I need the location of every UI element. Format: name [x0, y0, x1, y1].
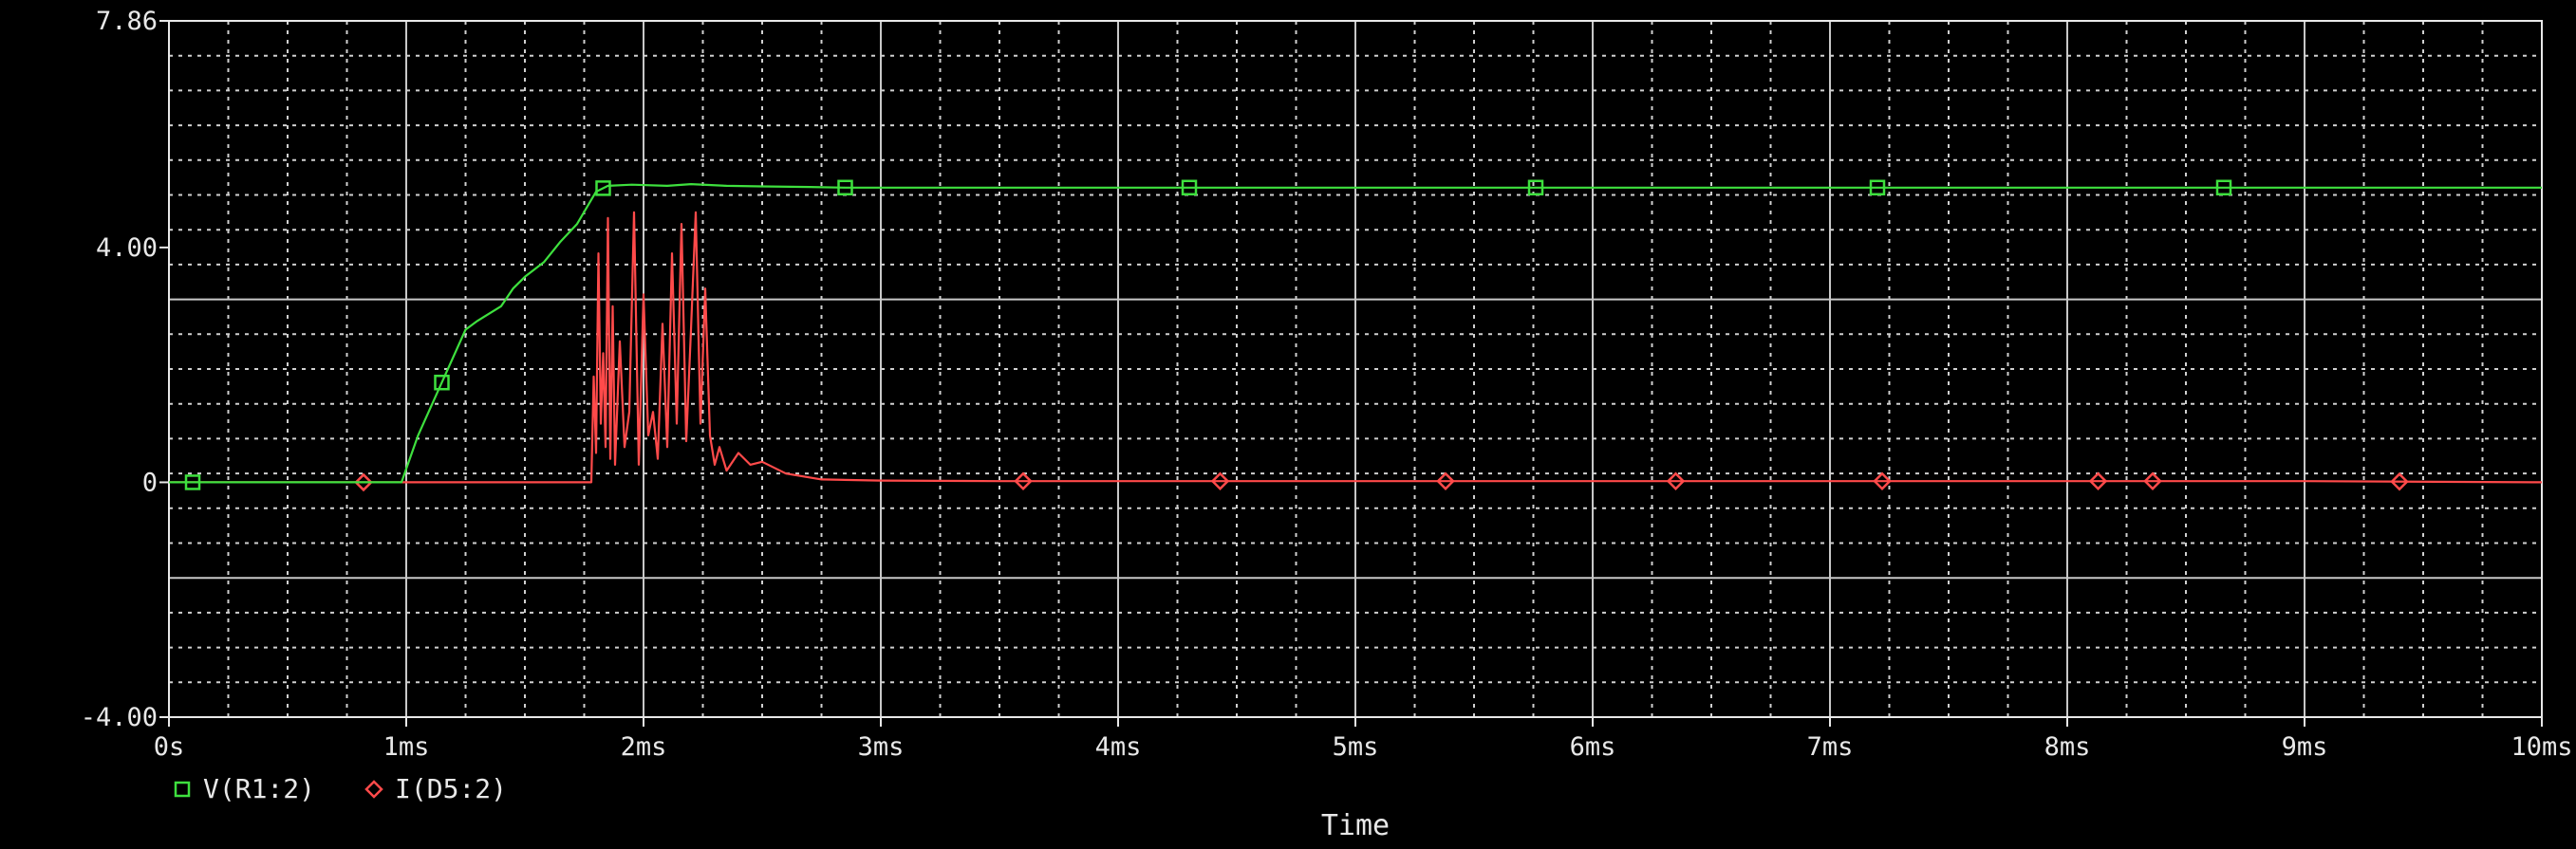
data-point-marker	[1873, 471, 1892, 490]
series-layer	[169, 179, 2543, 492]
x-axis-label: Time	[1321, 809, 1390, 842]
y-tick-label: 0	[142, 468, 158, 497]
y-tick-label: 4.00	[96, 233, 158, 263]
x-tick-label: 2ms	[621, 732, 667, 762]
data-point-marker	[2215, 179, 2232, 196]
series-V(R1:2)	[169, 179, 2542, 490]
data-point-marker	[2390, 471, 2409, 491]
x-tick-label: 3ms	[858, 732, 905, 762]
data-point-marker	[2143, 471, 2162, 490]
legend-label: I(D5:2)	[395, 773, 507, 804]
data-point-marker	[837, 179, 853, 196]
data-point-marker	[1869, 179, 1886, 196]
grid	[169, 21, 2542, 717]
y-tick-label: 7.86	[96, 7, 158, 36]
series-line	[169, 183, 2542, 484]
x-tick-label: 4ms	[1095, 732, 1142, 762]
legend-label: V(R1:2)	[203, 773, 315, 804]
data-point-marker	[595, 180, 611, 196]
x-tick-label: 1ms	[383, 732, 430, 762]
y-tick-label: -4.00	[81, 703, 158, 732]
data-point-marker	[1527, 179, 1544, 196]
data-point-marker	[354, 472, 373, 492]
data-point-marker	[1181, 179, 1198, 196]
square-marker-icon	[174, 781, 191, 798]
legend-item[interactable]: V(R1:2)	[174, 773, 315, 804]
x-tick-label: 9ms	[2282, 732, 2328, 762]
data-point-marker	[434, 374, 450, 391]
diamond-marker-icon	[364, 780, 383, 799]
series-I(D5:2)	[169, 211, 2543, 492]
data-point-marker	[1666, 471, 1686, 490]
data-point-marker	[1210, 471, 1230, 490]
x-tick-label: 5ms	[1333, 732, 1379, 762]
y-axis-ticks: 7.86 4.00 0 -4.00	[81, 7, 169, 732]
x-tick-label: 8ms	[2044, 732, 2091, 762]
legend-item[interactable]: I(D5:2)	[364, 773, 507, 804]
series-line	[169, 211, 2543, 484]
x-tick-label: 6ms	[1570, 732, 1616, 762]
x-tick-label: 0s	[154, 732, 185, 762]
x-axis-ticks: 0s 1ms 2ms 3ms 4ms 5ms 6ms 7ms 8ms 9ms 10ms	[154, 717, 2573, 762]
data-point-marker	[1436, 471, 1455, 490]
legend[interactable]: V(R1:2) I(D5:2)	[174, 773, 507, 804]
data-point-marker	[2088, 471, 2108, 490]
data-point-marker	[184, 474, 201, 490]
x-tick-label: 10ms	[2511, 732, 2572, 762]
x-tick-label: 7ms	[1807, 732, 1854, 762]
data-point-marker	[1014, 471, 1033, 490]
